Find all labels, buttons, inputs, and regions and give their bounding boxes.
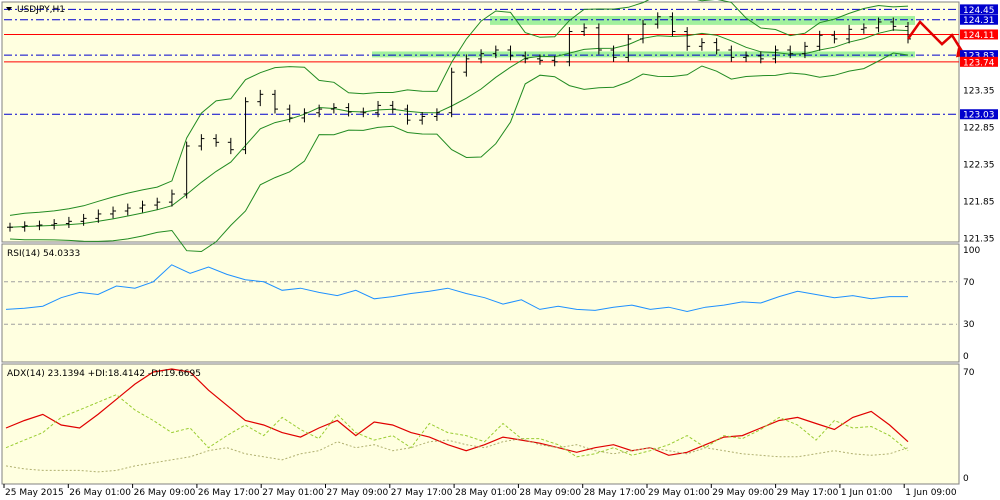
adx-tick-label: 0 <box>963 474 969 484</box>
price-level-label: 124.11 <box>963 31 995 41</box>
price-level-label: 123.03 <box>963 111 995 121</box>
time-tick-label: 26 May 17:00 <box>198 488 260 498</box>
price-panel[interactable] <box>1 1 960 243</box>
rsi-tick-label: 30 <box>963 320 975 330</box>
price-tick-label: 122.85 <box>963 124 995 134</box>
price-level-label: 123.74 <box>963 58 995 68</box>
adx-panel[interactable] <box>1 363 960 485</box>
rsi-tick-label: 70 <box>963 278 975 288</box>
range-zone-0 <box>490 16 915 25</box>
price-level-label-bg <box>960 4 998 15</box>
time-tick-label: 1 Jun 01:00 <box>841 488 893 498</box>
bollinger-lower-line <box>9 52 909 253</box>
time-tick-label: 28 May 17:00 <box>584 488 646 498</box>
adx-line <box>5 368 909 456</box>
rsi-layer <box>4 264 957 325</box>
time-tick-label: 1 Jun 09:00 <box>905 488 957 498</box>
rsi-line <box>5 264 908 313</box>
di-plus-line <box>5 394 909 458</box>
time-tick-label: 29 May 09:00 <box>712 488 774 498</box>
triangle-down-icon[interactable] <box>6 7 12 11</box>
price-level-label-bg <box>960 109 998 120</box>
bollinger-upper-line <box>9 0 909 216</box>
range-zone-1 <box>372 51 915 58</box>
price-level-label: 123.83 <box>963 52 995 62</box>
price-layer <box>4 0 966 253</box>
time-tick-label: 27 May 09:00 <box>327 488 389 498</box>
adx-tick-label: 70 <box>963 368 975 378</box>
price-level-label: 124.45 <box>963 6 995 16</box>
price-tick-label: 121.85 <box>963 197 995 207</box>
price-tick-label: 123.35 <box>963 87 995 97</box>
time-tick-label: 27 May 17:00 <box>391 488 453 498</box>
price-level-label-bg <box>960 29 998 40</box>
adx-panel-title: ADX(14) 23.1394 +DI:18.4142 -DI:19.6695 <box>7 369 201 379</box>
price-level-label-bg <box>960 14 998 25</box>
price-tick-label: 121.35 <box>963 234 995 244</box>
time-tick-label: 27 May 01:00 <box>262 488 324 498</box>
price-level-label-bg <box>960 50 998 61</box>
time-tick-label: 28 May 01:00 <box>455 488 517 498</box>
time-tick-label: 26 May 09:00 <box>134 488 196 498</box>
time-tick-label: 26 May 01:00 <box>69 488 131 498</box>
time-tick-label: 28 May 09:00 <box>519 488 581 498</box>
price-tick-label: 122.35 <box>963 160 995 170</box>
rsi-panel-title: RSI(14) 54.0333 <box>7 249 80 259</box>
rsi-tick-label: 0 <box>963 352 969 362</box>
di-minus-line <box>5 438 909 473</box>
price-panel-title: USDJPY,H1 <box>17 5 65 15</box>
time-tick-label: 25 May 2015 <box>5 488 64 498</box>
price-level-label-bg <box>960 56 998 67</box>
price-level-label: 124.31 <box>963 16 995 26</box>
time-tick-label: 29 May 01:00 <box>648 488 710 498</box>
time-tick-label: 29 May 17:00 <box>777 488 839 498</box>
forecast-arrow-path <box>906 19 966 56</box>
rsi-panel[interactable] <box>1 243 960 363</box>
bollinger-middle-line <box>9 29 909 228</box>
rsi-tick-label: 100 <box>963 246 980 256</box>
adx-layer <box>5 368 909 473</box>
